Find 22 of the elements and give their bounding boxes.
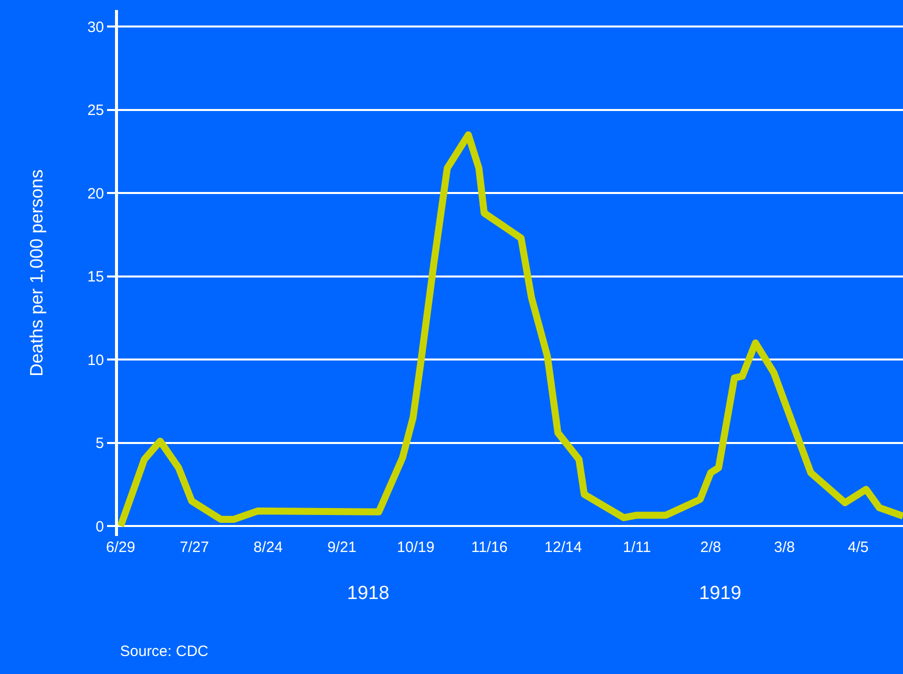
- text: 1918: [347, 583, 390, 604]
- y-tick-label: 0: [96, 518, 104, 536]
- y-tick-label: 25: [87, 102, 104, 120]
- y-tick-label: 30: [87, 18, 104, 36]
- y-tick-label: 20: [87, 185, 104, 202]
- x-tick-label: 4/5: [848, 539, 869, 556]
- x-tick-label: 11/16: [471, 539, 508, 556]
- x-tick-label: 6/29: [106, 539, 136, 556]
- y-tick-label: 5: [96, 435, 104, 452]
- y-tick-label: 10: [87, 352, 104, 369]
- x-tick-label: 8/24: [254, 539, 283, 556]
- x-tick-label: 9/21: [327, 539, 357, 556]
- source-note: Source: CDC: [120, 643, 209, 660]
- y-axis-title: Deaths per 1,000 persons: [26, 169, 47, 377]
- x-tick-label: 2/8: [700, 539, 722, 556]
- text: 1919: [699, 583, 742, 604]
- x-tick-label: 12/14: [544, 539, 582, 556]
- x-tick-label: 7/27: [180, 539, 209, 556]
- x-tick-label: 10/19: [396, 539, 434, 556]
- x-tick-label: 3/8: [774, 539, 795, 556]
- y-tick-label: 15: [87, 268, 104, 286]
- x-tick-label: 1/11: [622, 539, 651, 556]
